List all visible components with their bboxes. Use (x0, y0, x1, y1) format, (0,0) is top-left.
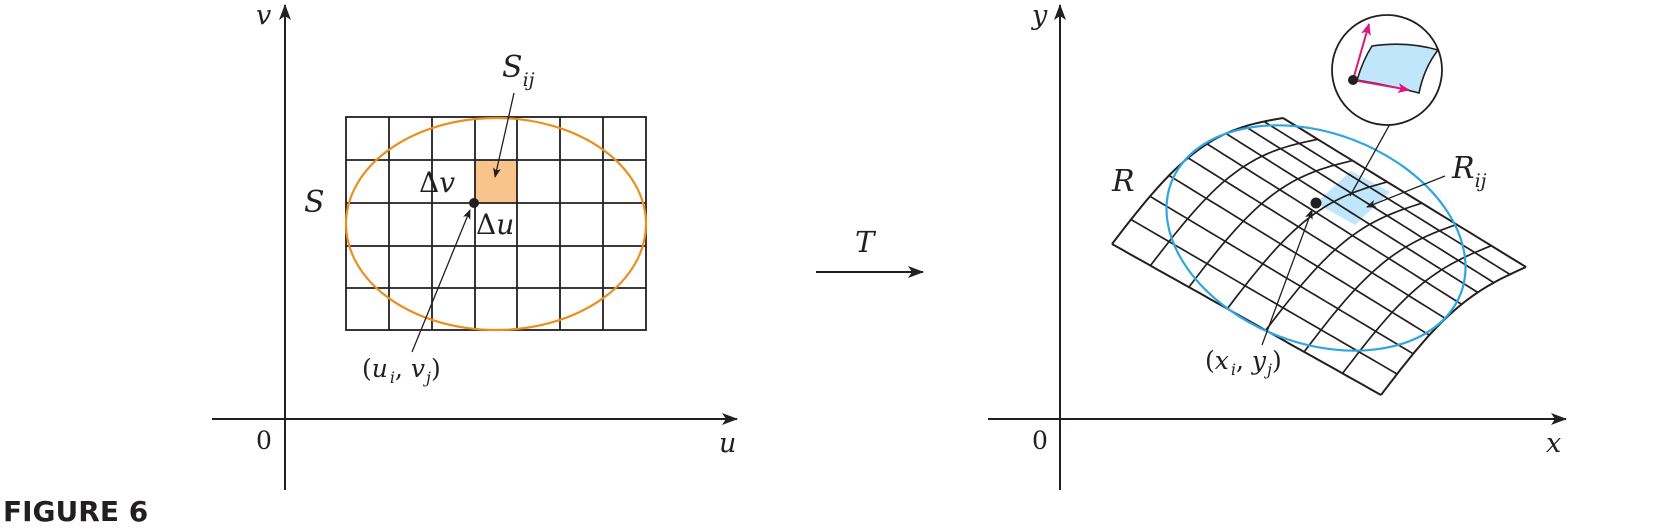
zoomed-point (1348, 75, 1358, 85)
right-origin-label: 0 (1032, 426, 1048, 455)
grid-curve (1303, 223, 1457, 353)
point-xi-yj (1310, 197, 1322, 209)
delta-u-label: Δu (476, 208, 514, 241)
grid-curve (1149, 195, 1414, 355)
rij-label: Rij (1451, 151, 1487, 192)
transformation-t-label: T (855, 225, 877, 259)
point-ui-vj (469, 198, 479, 208)
grid-curve (1111, 243, 1382, 396)
region-s-boundary (344, 116, 648, 332)
grid-curve (1265, 202, 1423, 331)
grid-curve (1149, 138, 1318, 267)
delta-v-label: Δv (419, 166, 455, 199)
region-r-label: R (1111, 164, 1135, 199)
u-axis-label: u (719, 428, 736, 459)
rij-pointer-arrow (1366, 175, 1446, 208)
transformation-t: T (816, 225, 924, 278)
x-axis-label: x (1546, 428, 1561, 459)
point-xi-yj-pointer (1261, 209, 1313, 346)
grid-curve (1187, 157, 1446, 320)
left-origin-label: 0 (256, 426, 272, 455)
grid-curve (1206, 143, 1463, 306)
tangent-vector-ru (1352, 79, 1410, 93)
point-xi-yj-label: (x i, yj) (1205, 346, 1282, 379)
tangent-vector-rv (1352, 23, 1371, 81)
grid-curve (1225, 132, 1479, 294)
subregion-rij (1316, 171, 1390, 225)
grid-curve (1168, 174, 1430, 336)
sij-label: Sij (502, 50, 535, 91)
point-ui-vj-label: (u i, vj) (362, 354, 441, 387)
sij-pointer-arrow (493, 92, 515, 178)
grid-curve (1111, 117, 1284, 245)
point-ui-vj-pointer (411, 209, 471, 353)
region-r-boundary (1165, 124, 1467, 352)
right-xy-plane: y x 0 R Rij (x i, yj) (988, 0, 1567, 490)
zoomed-subregion (1355, 43, 1440, 94)
subrectangle-sij (475, 160, 517, 203)
figure-caption: FIGURE 6 (3, 495, 148, 528)
left-uv-plane: v u 0 S Sij Δv Δu (212, 0, 738, 490)
region-s-label: S (304, 185, 325, 220)
zoom-inset (1331, 14, 1443, 126)
grid-curve (1244, 125, 1495, 284)
zoom-leader-line (1349, 123, 1391, 197)
y-axis-label: y (1031, 0, 1048, 31)
grid-curve (1263, 120, 1511, 276)
grid-curve (1188, 159, 1353, 288)
grid-curve (1380, 266, 1527, 396)
grid-curve (1341, 244, 1492, 374)
v-axis-label: v (256, 0, 271, 31)
